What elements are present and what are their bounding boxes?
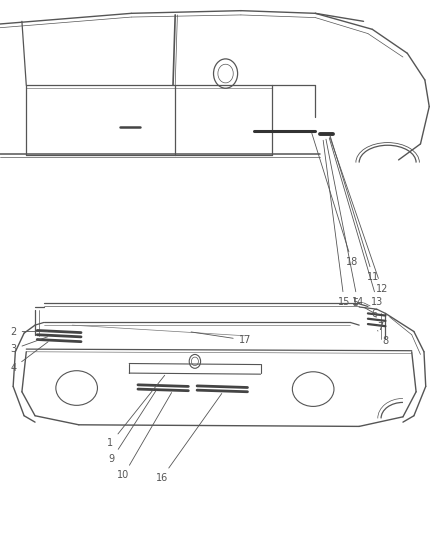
Text: 4: 4 xyxy=(11,342,48,373)
Text: 17: 17 xyxy=(191,332,251,345)
Text: 8: 8 xyxy=(378,330,388,346)
Text: 5: 5 xyxy=(353,298,374,313)
Text: 10: 10 xyxy=(117,393,172,480)
Text: 15: 15 xyxy=(323,140,350,307)
Text: 6: 6 xyxy=(371,310,378,319)
Text: 16: 16 xyxy=(155,393,222,483)
Text: 13: 13 xyxy=(329,138,384,307)
Text: 9: 9 xyxy=(109,390,156,464)
Text: 14: 14 xyxy=(326,139,364,307)
Text: 18: 18 xyxy=(312,133,358,267)
Text: 11: 11 xyxy=(330,136,379,282)
Text: 7: 7 xyxy=(378,322,384,332)
Text: 2: 2 xyxy=(11,327,48,336)
Text: 12: 12 xyxy=(330,137,388,294)
Text: 1: 1 xyxy=(107,375,165,448)
Text: 3: 3 xyxy=(11,337,48,354)
